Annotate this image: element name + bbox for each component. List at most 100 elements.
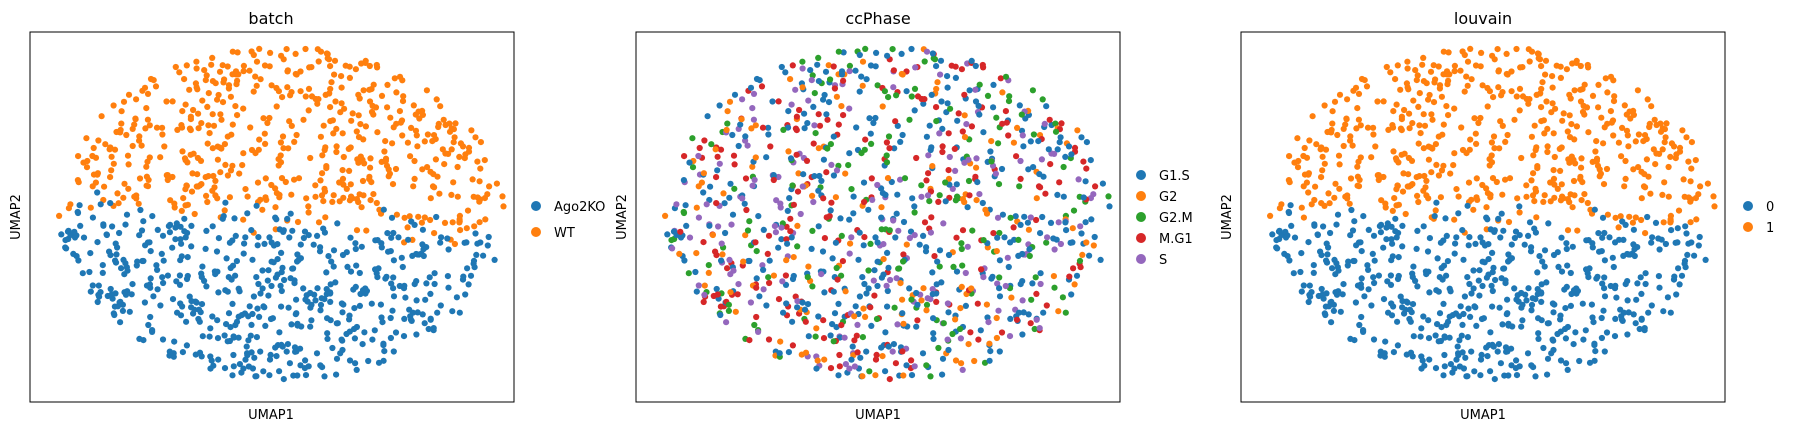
scatter-point-louvain-181 (1383, 63, 1390, 71)
scatter-point-ccphase-72 (1077, 223, 1084, 230)
scatter-point-louvain-169 (1455, 193, 1462, 200)
scatter-point-batch-185 (267, 49, 274, 57)
scatter-point-louvain-729 (1351, 218, 1358, 225)
scatter-point-louvain-726 (1667, 153, 1674, 160)
scatter-point-louvain-739 (1612, 315, 1619, 322)
scatter-point-louvain-446 (1479, 282, 1486, 290)
scatter-point-batch-305 (283, 46, 290, 53)
scatter-point-batch-1030 (74, 177, 81, 184)
scatter-point-batch-982 (359, 156, 366, 163)
scatter-point-ccphase-1081 (895, 227, 902, 234)
scatter-point-louvain-572 (1331, 194, 1338, 201)
axes-frame-batch (29, 31, 515, 403)
scatter-point-batch-48 (427, 216, 434, 224)
scatter-point-batch-877 (338, 300, 345, 307)
scatter-point-batch-722 (323, 269, 330, 276)
scatter-point-louvain-132 (1674, 225, 1681, 232)
scatter-point-batch-1067 (446, 128, 454, 135)
scatter-point-batch-510 (292, 50, 299, 58)
scatter-point-louvain-397 (1375, 172, 1382, 179)
scatter-point-batch-511 (172, 224, 179, 231)
scatter-point-ccphase-478 (863, 76, 870, 83)
scatter-point-ccphase-647 (755, 213, 762, 220)
scatter-point-louvain-1031 (1478, 315, 1486, 323)
scatter-point-batch-635 (396, 73, 404, 80)
legend-label-ccphase-2: G2.M (1159, 211, 1193, 226)
scatter-point-batch-242 (272, 204, 279, 211)
scatter-point-ccphase-185 (873, 49, 880, 57)
scatter-point-louvain-297 (1325, 190, 1332, 197)
scatter-point-batch-597 (209, 313, 216, 320)
scatter-point-louvain-454 (1336, 185, 1343, 192)
scatter-point-louvain-556 (1451, 150, 1458, 157)
scatter-point-ccphase-37 (925, 170, 932, 177)
scatter-point-ccphase-735 (978, 266, 985, 273)
scatter-point-batch-907 (308, 301, 315, 308)
scatter-point-ccphase-69 (846, 62, 854, 69)
scatter-point-ccphase-895 (1002, 108, 1010, 115)
scatter-point-ccphase-289 (704, 113, 711, 120)
scatter-point-ccphase-283 (893, 275, 900, 282)
legend-marker-ccphase-1 (1136, 191, 1146, 201)
scatter-point-louvain-1060 (1399, 298, 1406, 305)
scatter-point-ccphase-937 (811, 122, 818, 129)
scatter-point-louvain-1051 (1518, 323, 1525, 330)
scatter-point-louvain-350 (1477, 356, 1485, 363)
scatter-point-ccphase-540 (794, 304, 801, 311)
scatter-point-ccphase-1058 (913, 289, 920, 297)
scatter-point-louvain-395 (1297, 268, 1304, 276)
scatter-point-batch-308 (414, 143, 421, 150)
scatter-point-ccphase-1077 (771, 223, 779, 230)
scatter-point-louvain-938 (1516, 203, 1523, 210)
scatter-point-batch-626 (440, 116, 447, 123)
legend-label-louvain-0: 0 (1766, 200, 1774, 215)
scatter-point-louvain-386 (1383, 236, 1390, 243)
scatter-point-ccphase-741 (787, 215, 794, 222)
scatter-point-batch-484 (370, 191, 377, 198)
scatter-point-batch-437 (235, 334, 242, 341)
scatter-point-batch-637 (94, 170, 101, 177)
scatter-point-batch-59 (413, 331, 420, 338)
scatter-point-batch-228 (303, 195, 310, 202)
scatter-point-ccphase-1052 (872, 114, 879, 122)
scatter-point-batch-433 (339, 167, 346, 174)
scatter-point-louvain-681 (1286, 257, 1293, 264)
scatter-point-batch-797 (253, 202, 260, 209)
scatter-point-batch-793 (338, 100, 345, 107)
scatter-point-batch-903 (149, 328, 156, 335)
scatter-point-louvain-98 (1505, 251, 1512, 258)
scatter-point-louvain-113 (1579, 300, 1586, 307)
scatter-point-louvain-69 (1451, 62, 1458, 69)
scatter-point-batch-1086 (374, 129, 381, 136)
scatter-point-ccphase-1042 (801, 306, 809, 313)
scatter-point-ccphase-536 (1078, 134, 1085, 141)
scatter-point-ccphase-299 (775, 173, 782, 181)
scatter-point-batch-1025 (346, 316, 353, 323)
scatter-point-louvain-925 (1587, 206, 1594, 213)
scatter-point-louvain-168 (1467, 45, 1474, 53)
scatter-point-batch-419 (286, 360, 293, 367)
scatter-point-batch-1088 (253, 373, 260, 380)
scatter-point-louvain-888 (1414, 72, 1421, 79)
scatter-point-batch-880 (208, 357, 215, 364)
scatter-point-louvain-91 (1371, 279, 1378, 287)
scatter-point-louvain-370 (1489, 249, 1496, 256)
scatter-point-batch-513 (264, 119, 271, 127)
scatter-point-ccphase-367 (1079, 251, 1086, 258)
scatter-point-louvain-311 (1523, 193, 1530, 200)
scatter-point-ccphase-921 (888, 178, 895, 186)
scatter-point-ccphase-479 (945, 346, 952, 354)
scatter-point-louvain-322 (1414, 283, 1421, 290)
scatter-point-ccphase-1018 (912, 64, 919, 71)
scatter-point-ccphase-182 (815, 54, 822, 62)
scatter-point-louvain-105 (1415, 198, 1422, 206)
scatter-point-ccphase-1070 (890, 341, 898, 348)
scatter-point-batch-715 (260, 115, 267, 122)
scatter-point-ccphase-226 (835, 372, 842, 379)
scatter-point-ccphase-919 (952, 167, 959, 174)
scatter-point-batch-280 (384, 230, 391, 237)
scatter-point-ccphase-1089 (856, 51, 863, 59)
scatter-point-batch-633 (347, 234, 354, 241)
scatter-point-ccphase-660 (765, 124, 772, 131)
scatter-point-batch-1095 (465, 281, 472, 288)
